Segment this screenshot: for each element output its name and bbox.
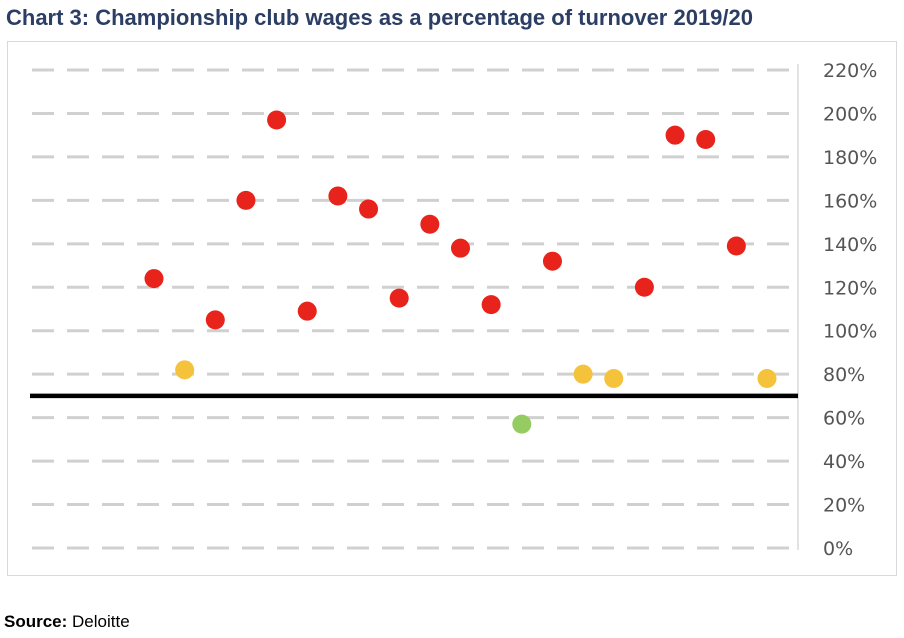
y-tick-label: 180%: [823, 147, 877, 169]
source-note: Source: Deloitte: [4, 612, 130, 632]
data-point-red: [267, 110, 287, 130]
y-tick-label: 100%: [823, 321, 877, 343]
data-point-red: [542, 251, 562, 271]
data-point-red: [726, 236, 746, 256]
gridlines: [32, 68, 798, 550]
y-tick-label: 120%: [823, 277, 877, 299]
y-tick-label: 60%: [823, 408, 865, 430]
data-point-red: [665, 125, 685, 145]
data-point-red: [696, 130, 716, 150]
data-point-red: [297, 301, 317, 321]
chart-title: Chart 3: Championship club wages as a pe…: [6, 5, 754, 30]
data-point-red: [481, 295, 501, 315]
y-tick-label: 40%: [823, 451, 865, 473]
data-point-amber: [175, 360, 195, 380]
y-tick-label: 220%: [823, 60, 877, 82]
data-point-red: [236, 190, 256, 210]
data-point-red: [328, 186, 348, 206]
data-point-red: [359, 199, 379, 219]
data-point-amber: [757, 369, 777, 389]
data-point-red: [420, 214, 440, 234]
source-value: Deloitte: [72, 612, 130, 631]
data-point-red: [634, 277, 654, 297]
data-point-red: [205, 310, 225, 330]
data-point-red: [451, 238, 470, 258]
source-label: Source:: [4, 612, 68, 631]
scatter-chart: 0% 20% 40% 60% 80% 100% 120% 140% 160% 180% 200% 22…: [30, 60, 877, 560]
y-axis: 0% 20% 40% 60% 80% 100% 120% 140% 160% 180% 200% 22…: [797, 60, 877, 560]
y-tick-label: 140%: [823, 234, 877, 256]
data-point-red: [389, 288, 409, 308]
y-tick-label: 200%: [823, 103, 877, 125]
data-point-amber: [604, 369, 624, 389]
y-tick-label: 20%: [823, 495, 865, 517]
y-tick-label: 160%: [823, 190, 877, 212]
y-tick-label: 0%: [823, 538, 853, 560]
chart-frame: 0% 20% 40% 60% 80% 100% 120% 140% 160% 180% 200% 22…: [7, 41, 897, 576]
data-point-red: [144, 269, 164, 289]
data-points: [144, 110, 777, 434]
data-point-amber: [573, 364, 593, 384]
y-tick-label: 80%: [823, 364, 865, 386]
data-point-green: [512, 414, 532, 434]
